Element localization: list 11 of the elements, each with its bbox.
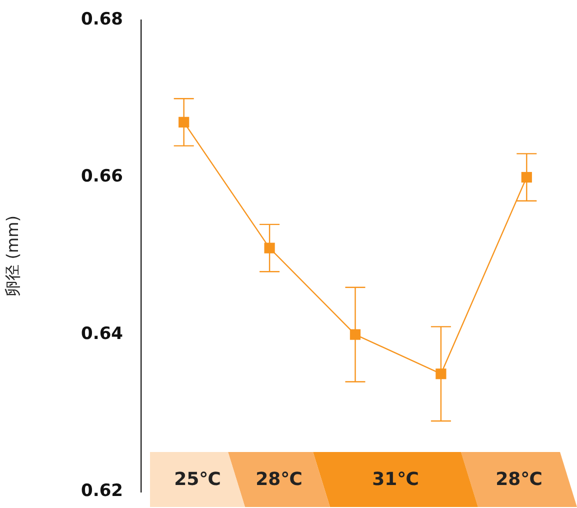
y-axis-title: 卵径 (mm) — [2, 216, 22, 296]
y-tick-label: 0.68 — [81, 9, 123, 30]
y-tick-label: 0.64 — [81, 324, 124, 344]
y-tick-label: 0.62 — [81, 481, 123, 502]
point — [436, 368, 446, 380]
point — [264, 242, 275, 254]
annotation: 28℃ — [228, 452, 330, 507]
annotation: 25℃ — [150, 452, 245, 507]
annotation: 28℃ — [461, 452, 577, 507]
annotation: 31℃ — [313, 452, 478, 507]
y-tick-label: 0.66 — [81, 166, 123, 187]
